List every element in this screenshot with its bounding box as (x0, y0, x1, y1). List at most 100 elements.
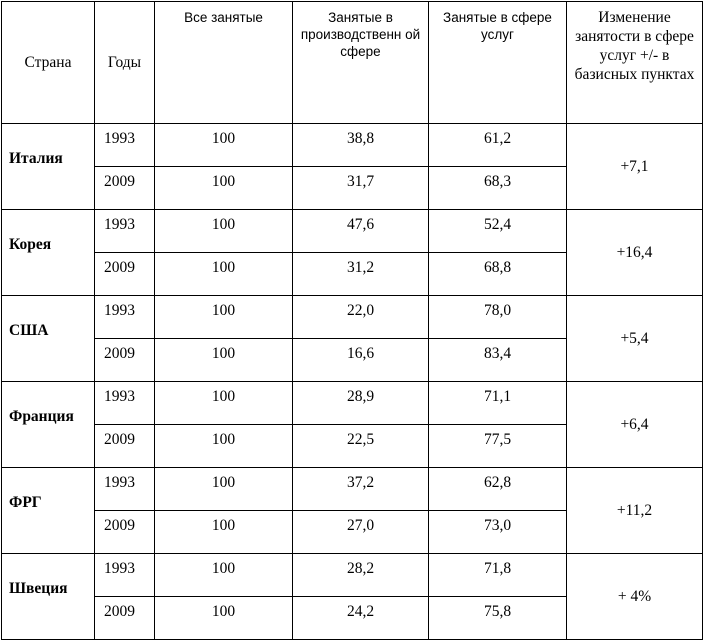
year-cell: 2009 (94, 252, 155, 296)
header-years: Годы (94, 1, 155, 124)
manufacturing-cell-text: 31,2 (346, 259, 375, 276)
manufacturing-cell-text: 28,2 (346, 560, 375, 577)
year-cell-text: 2009 (104, 259, 135, 276)
country-cell: Корея (1, 209, 95, 296)
services-cell: 73,0 (428, 510, 567, 554)
year-cell-text: 2009 (104, 345, 135, 362)
country-cell-text: Италия (9, 150, 63, 167)
manufacturing-cell-text: 31,7 (346, 173, 375, 190)
change-cell: + 4% (566, 553, 703, 640)
country-cell: США (1, 295, 95, 382)
table-row: 2009 100 24,2 75,8 (2, 596, 703, 640)
manufacturing-cell-text: 27,0 (346, 517, 375, 534)
all-employed-cell-text: 100 (211, 345, 236, 362)
year-cell: 2009 (94, 338, 155, 382)
year-cell: 1993 (94, 381, 155, 425)
header-country: Страна (1, 1, 95, 124)
services-cell: 52,4 (428, 209, 567, 253)
manufacturing-cell: 47,6 (292, 209, 429, 253)
year-cell-text: 1993 (104, 302, 135, 319)
change-cell: +6,4 (566, 381, 703, 468)
manufacturing-cell: 16,6 (292, 338, 429, 382)
services-cell-text: 62,8 (483, 474, 512, 491)
services-cell: 71,8 (428, 553, 567, 597)
year-cell-text: 1993 (104, 130, 135, 147)
year-cell-text: 1993 (104, 216, 135, 233)
services-cell-text: 83,4 (483, 345, 512, 362)
all-employed-cell-text: 100 (211, 517, 236, 534)
all-employed-cell-text: 100 (211, 603, 236, 620)
manufacturing-cell-text: 16,6 (346, 345, 375, 362)
year-cell: 2009 (94, 424, 155, 468)
year-cell: 2009 (94, 596, 155, 640)
year-cell-text: 2009 (104, 173, 135, 190)
manufacturing-cell-text: 24,2 (346, 603, 375, 620)
year-cell-text: 1993 (104, 388, 135, 405)
table-body: Италия 1993 100 38,8 61,2 +7,1 2009 100 31,7 68,3… (1, 123, 703, 640)
country-cell-text: Швеция (9, 580, 68, 597)
country-cell: ФРГ (1, 467, 95, 554)
all-employed-cell-text: 100 (211, 173, 236, 190)
table-row: Швеция 1993 100 28,2 71,8 + 4% (1, 553, 703, 640)
header-row: Страна Годы Все занятые Занятые в произв… (1, 1, 703, 124)
manufacturing-cell: 24,2 (292, 596, 429, 640)
services-cell: 62,8 (428, 467, 567, 511)
all-employed-cell-text: 100 (211, 216, 236, 233)
year-cell-text: 2009 (104, 603, 135, 620)
all-employed-cell-text: 100 (211, 474, 236, 491)
table-row: 2009 100 27,0 73,0 (2, 510, 703, 554)
table-row: ФРГ 1993 100 37,2 62,8 +11,2 (1, 467, 703, 554)
all-employed-cell-text: 100 (211, 259, 236, 276)
change-cell: +16,4 (566, 209, 703, 296)
services-cell-text: 52,4 (483, 216, 512, 233)
all-employed-cell: 100 (154, 596, 293, 640)
country-cell: Швеция (1, 553, 95, 640)
country-cell: Италия (1, 123, 95, 210)
year-cell: 2009 (94, 510, 155, 554)
all-employed-cell: 100 (154, 166, 293, 210)
services-cell-text: 68,3 (483, 173, 512, 190)
country-cell-text: США (9, 322, 49, 339)
table-row: Италия 1993 100 38,8 61,2 +7,1 (1, 123, 703, 210)
table-row: Корея 1993 100 47,6 52,4 +16,4 (1, 209, 703, 296)
manufacturing-cell: 31,7 (292, 166, 429, 210)
year-cell-text: 1993 (104, 474, 135, 491)
year-cell: 1993 (94, 553, 155, 597)
services-cell: 71,1 (428, 381, 567, 425)
manufacturing-cell: 27,0 (292, 510, 429, 554)
services-cell-text: 78,0 (483, 302, 512, 319)
services-cell: 77,5 (428, 424, 567, 468)
all-employed-cell: 100 (154, 553, 293, 597)
all-employed-cell-text: 100 (211, 302, 236, 319)
change-cell: +11,2 (566, 467, 703, 554)
all-employed-cell: 100 (154, 467, 293, 511)
header-manufacturing: Занятые в производственн ой сфере (292, 1, 429, 124)
all-employed-cell: 100 (154, 252, 293, 296)
year-cell: 1993 (94, 209, 155, 253)
manufacturing-cell-text: 38,8 (346, 130, 375, 147)
manufacturing-cell: 22,0 (292, 295, 429, 339)
manufacturing-cell: 38,8 (292, 123, 429, 167)
year-cell: 2009 (94, 166, 155, 210)
header-change: Изменение занятости в сфере услуг +/- в … (566, 1, 703, 124)
services-cell-text: 71,1 (483, 388, 512, 405)
services-cell: 75,8 (428, 596, 567, 640)
year-cell-text: 2009 (104, 431, 135, 448)
manufacturing-cell-text: 37,2 (346, 474, 375, 491)
manufacturing-cell-text: 22,5 (346, 431, 375, 448)
services-cell-text: 68,8 (483, 259, 512, 276)
year-cell-text: 1993 (104, 560, 135, 577)
table-row: 2009 100 22,5 77,5 (2, 424, 703, 468)
all-employed-cell: 100 (154, 338, 293, 382)
table-row: 2009 100 31,2 68,8 (2, 252, 703, 296)
manufacturing-cell: 28,9 (292, 381, 429, 425)
year-cell: 1993 (94, 123, 155, 167)
change-cell: +7,1 (566, 123, 703, 210)
services-cell-text: 73,0 (483, 517, 512, 534)
country-cell-text: ФРГ (9, 494, 42, 511)
all-employed-cell-text: 100 (211, 560, 236, 577)
all-employed-cell: 100 (154, 424, 293, 468)
table-row: 2009 100 16,6 83,4 (2, 338, 703, 382)
table-row: 2009 100 31,7 68,3 (2, 166, 703, 210)
